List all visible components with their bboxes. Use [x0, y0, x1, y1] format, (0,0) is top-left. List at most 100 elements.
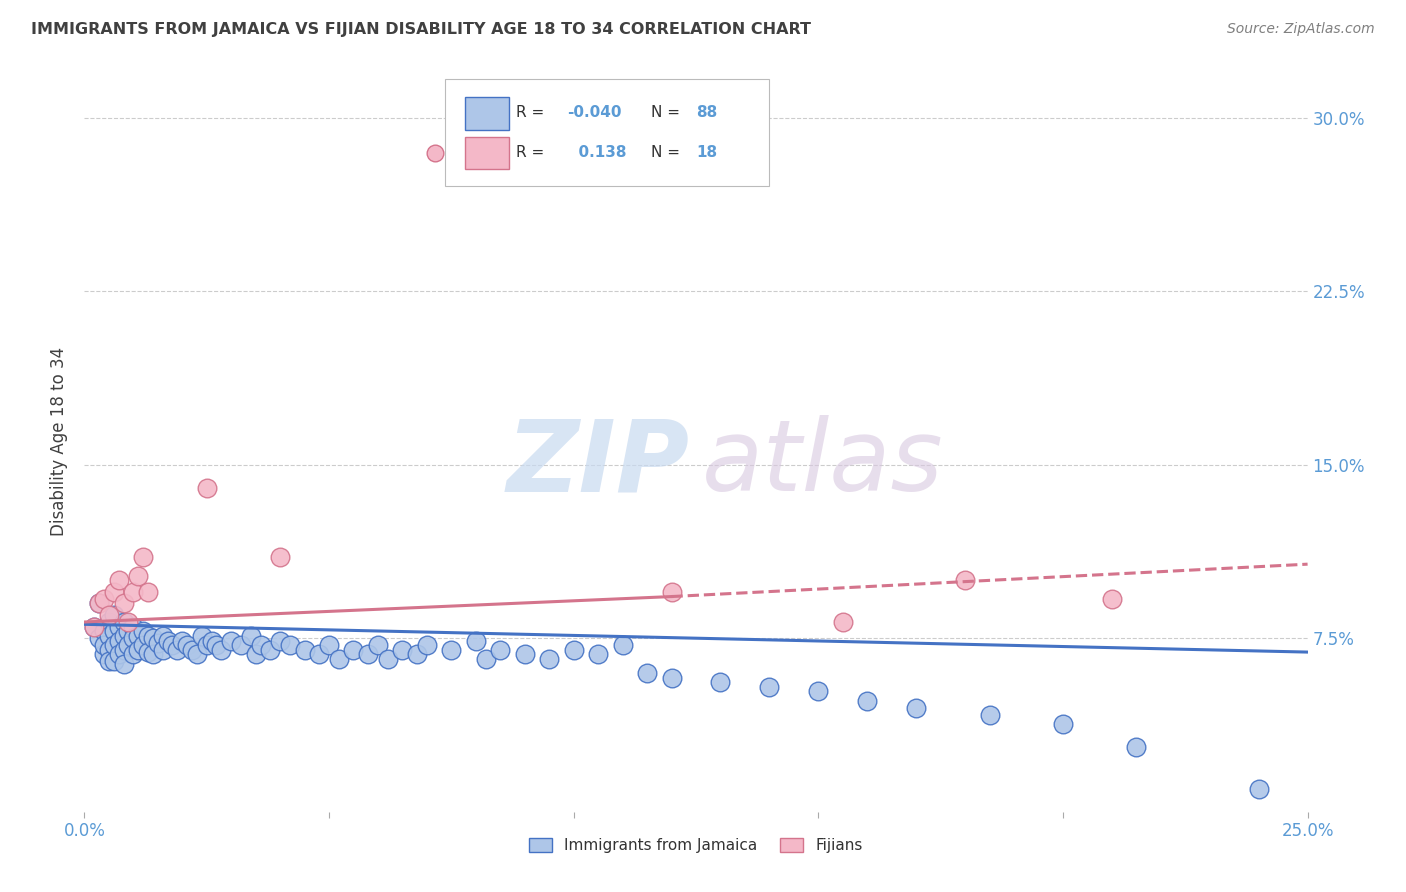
Point [87, 631, 110, 645]
Point [1125, 739, 1147, 754]
FancyBboxPatch shape [465, 136, 509, 169]
Point [367, 638, 389, 652]
Point [328, 652, 350, 666]
Point [195, 638, 218, 652]
Point [103, 585, 125, 599]
Text: N =: N = [651, 145, 679, 161]
Point [103, 654, 125, 668]
Point [132, 638, 155, 652]
Point [87, 597, 110, 611]
Point [156, 633, 179, 648]
Point [83, 619, 105, 633]
Point [249, 638, 271, 652]
Point [142, 631, 165, 645]
Point [831, 615, 853, 629]
Point [209, 642, 232, 657]
Point [176, 638, 198, 652]
Point [97, 654, 120, 668]
Point [807, 684, 830, 698]
Point [979, 707, 1001, 722]
Point [474, 652, 496, 666]
Point [538, 652, 561, 666]
Point [278, 638, 301, 652]
Point [513, 648, 536, 662]
Point [661, 671, 683, 685]
Text: N =: N = [651, 104, 679, 120]
Text: 18: 18 [696, 145, 717, 161]
Point [758, 680, 780, 694]
Point [586, 648, 609, 662]
Point [357, 648, 380, 662]
Point [112, 629, 135, 643]
Point [709, 675, 731, 690]
Point [112, 615, 135, 629]
Point [93, 591, 115, 606]
Text: R =: R = [516, 104, 544, 120]
Text: -0.040: -0.040 [568, 104, 621, 120]
Point [661, 585, 683, 599]
Point [132, 624, 155, 639]
Point [269, 550, 291, 565]
Point [239, 629, 262, 643]
Text: ZIP: ZIP [506, 416, 690, 512]
Point [103, 608, 125, 623]
Point [146, 636, 169, 650]
Text: 88: 88 [696, 104, 717, 120]
Point [93, 624, 115, 639]
Point [172, 633, 194, 648]
Point [83, 619, 105, 633]
Point [122, 585, 145, 599]
Point [440, 642, 463, 657]
Point [117, 638, 139, 652]
Point [93, 638, 115, 652]
FancyBboxPatch shape [465, 97, 509, 130]
Point [132, 550, 155, 565]
Point [122, 648, 145, 662]
Point [127, 642, 149, 657]
Point [205, 638, 228, 652]
Point [136, 585, 159, 599]
Point [219, 633, 242, 648]
Text: Source: ZipAtlas.com: Source: ZipAtlas.com [1227, 22, 1375, 37]
Point [127, 629, 149, 643]
FancyBboxPatch shape [446, 78, 769, 186]
Point [200, 633, 222, 648]
Point [97, 629, 120, 643]
Point [259, 642, 281, 657]
Point [391, 642, 413, 657]
Point [122, 619, 145, 633]
Point [1247, 781, 1270, 796]
Point [1101, 591, 1123, 606]
Text: atlas: atlas [702, 416, 943, 512]
Point [269, 633, 291, 648]
Point [229, 638, 252, 652]
Y-axis label: Disability Age 18 to 34: Disability Age 18 to 34 [51, 347, 69, 536]
Point [107, 633, 129, 648]
Point [245, 648, 267, 662]
Point [318, 638, 340, 652]
Point [136, 645, 159, 659]
Legend: Immigrants from Jamaica, Fijians: Immigrants from Jamaica, Fijians [523, 832, 869, 860]
Point [953, 574, 976, 588]
Point [162, 638, 184, 652]
Point [127, 568, 149, 582]
Point [1052, 716, 1074, 731]
Point [107, 648, 129, 662]
Point [406, 648, 429, 662]
Point [856, 694, 879, 708]
Point [97, 615, 120, 629]
Text: IMMIGRANTS FROM JAMAICA VS FIJIAN DISABILITY AGE 18 TO 34 CORRELATION CHART: IMMIGRANTS FROM JAMAICA VS FIJIAN DISABI… [31, 22, 811, 37]
Point [112, 657, 135, 671]
Text: R =: R = [516, 145, 544, 161]
Point [612, 638, 634, 652]
Point [489, 642, 512, 657]
Point [905, 700, 928, 714]
Point [117, 615, 139, 629]
Point [117, 624, 139, 639]
Point [191, 629, 214, 643]
Point [87, 597, 110, 611]
Point [97, 608, 120, 623]
Point [342, 642, 364, 657]
Point [186, 648, 208, 662]
Point [142, 648, 165, 662]
